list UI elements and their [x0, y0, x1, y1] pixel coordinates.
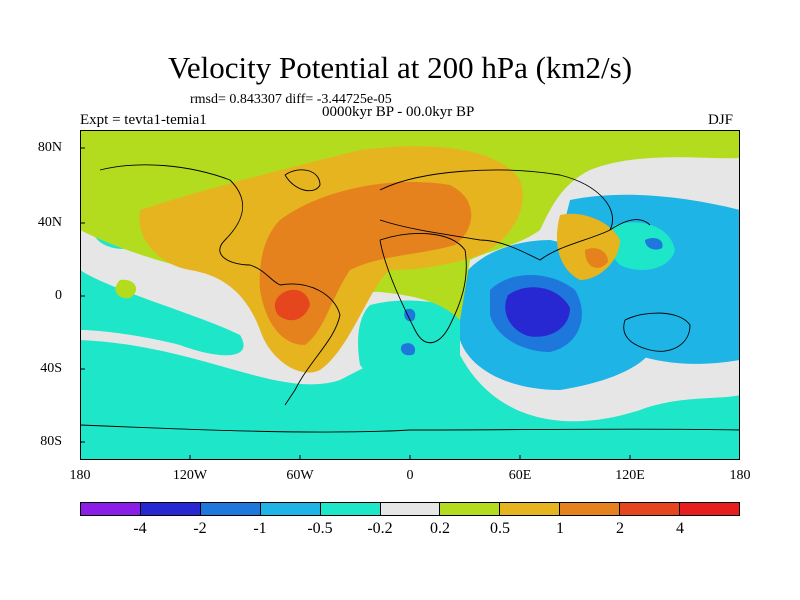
colorbar-label-1: -2	[193, 520, 207, 537]
lat-label-40n: 40N	[37, 215, 62, 230]
colorbar-box-3	[260, 503, 321, 515]
colorbar-box-5	[380, 503, 441, 515]
lon-label-120w: 120W	[172, 468, 208, 483]
colorbar-label-7: 1	[556, 520, 564, 537]
lon-label-180e: 180	[729, 468, 751, 483]
colorbar-box-4	[320, 503, 381, 515]
lat-label-80n: 80N	[37, 140, 62, 155]
velocity-potential-map	[80, 130, 740, 460]
colorbar-label-8: 2	[616, 520, 624, 537]
lat-label-40s: 40S	[40, 361, 62, 376]
colorbar-label-9: 4	[676, 520, 684, 537]
experiment-label: Expt = tevta1-temia1	[80, 112, 207, 128]
colorbar-box-10	[680, 503, 739, 515]
colorbar-box-7	[500, 503, 561, 515]
stats-line: rmsd= 0.843307 diff= -3.44725e-05	[190, 92, 392, 107]
colorbar-label-5: 0.2	[430, 520, 450, 537]
colorbar-label-2: -1	[253, 520, 267, 537]
lon-label-60w: 60W	[286, 468, 314, 483]
colorbar-box-8	[560, 503, 621, 515]
colorbar-label-6: 0.5	[490, 520, 510, 537]
lat-label-0: 0	[55, 288, 62, 303]
lon-label-120e: 120E	[615, 468, 645, 483]
lat-label-80s: 80S	[40, 434, 62, 449]
map-frame	[80, 130, 740, 460]
colorbar-label-3: -0.5	[307, 520, 333, 537]
colorbar-box-2	[200, 503, 261, 515]
colorbar	[80, 502, 740, 516]
lon-label-180w: 180	[69, 468, 91, 483]
colorbar-box-1	[140, 503, 201, 515]
colorbar-box-6	[440, 503, 501, 515]
lon-label-0: 0	[406, 468, 414, 483]
map-title: Velocity Potential at 200 hPa (km2/s)	[167, 50, 633, 85]
colorbar-label-0: -4	[133, 520, 147, 537]
contour-fill	[80, 130, 740, 460]
coastlines	[80, 164, 740, 433]
lon-label-60e: 60E	[508, 468, 532, 483]
period-label: 0000kyr BP - 00.0kyr BP	[322, 104, 475, 120]
season-label: DJF	[708, 112, 734, 128]
colorbar-box-0	[81, 503, 141, 515]
colorbar-box-9	[620, 503, 681, 515]
colorbar-label-4: -0.2	[367, 520, 393, 537]
